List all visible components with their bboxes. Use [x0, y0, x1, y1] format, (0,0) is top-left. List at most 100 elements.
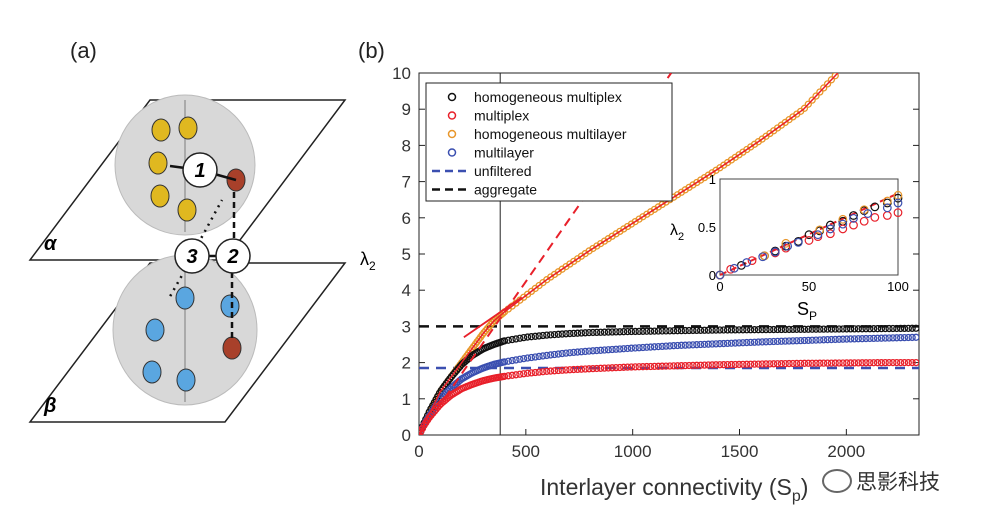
data-point — [504, 372, 512, 380]
data-point — [600, 346, 609, 354]
data-point — [904, 358, 912, 367]
inset-data-point — [813, 230, 823, 240]
data-point — [577, 365, 586, 373]
data-point — [704, 340, 712, 348]
yellow-regions — [148, 116, 198, 222]
data-point — [862, 325, 870, 333]
data-point — [539, 352, 547, 360]
inset-data-point — [729, 263, 739, 273]
data-point — [650, 362, 659, 371]
data-point — [700, 361, 709, 369]
data-point — [877, 324, 886, 333]
data-point — [885, 334, 893, 342]
data-point — [585, 365, 593, 373]
data-point — [604, 364, 612, 372]
data-point — [904, 324, 912, 332]
inset-y-tick-label: 0.5 — [698, 220, 716, 235]
data-point — [820, 359, 828, 367]
data-point — [870, 334, 878, 343]
data-point — [743, 338, 751, 347]
data-point — [766, 360, 774, 368]
data-point — [673, 362, 682, 370]
data-point — [685, 341, 693, 349]
inset-y-label: λ2 — [670, 222, 684, 243]
data-point — [723, 360, 732, 369]
data-point — [693, 326, 701, 335]
data-point — [650, 343, 659, 351]
data-point — [696, 361, 705, 369]
data-point — [870, 325, 878, 333]
data-point — [804, 325, 812, 333]
data-point — [762, 325, 770, 334]
inset-y-tick-label: 1 — [709, 172, 716, 187]
data-point — [689, 341, 697, 349]
data-point — [735, 339, 743, 347]
data-point — [643, 343, 651, 351]
data-point — [770, 360, 778, 368]
data-point — [785, 359, 793, 368]
data-point — [516, 370, 524, 378]
data-point — [827, 325, 836, 333]
data-point — [639, 327, 647, 335]
data-point — [600, 328, 609, 336]
legend-marker — [447, 92, 457, 102]
data-point — [623, 327, 632, 336]
data-point — [708, 361, 716, 369]
data-point — [627, 344, 636, 352]
data-point — [504, 357, 512, 365]
data-point — [758, 360, 766, 368]
node-2: 2 — [215, 238, 251, 274]
data-point — [581, 365, 589, 373]
data-point — [827, 76, 836, 84]
data-point — [500, 337, 509, 345]
data-point — [550, 367, 559, 375]
data-point — [646, 362, 655, 371]
data-point — [670, 342, 678, 350]
data-point — [600, 364, 609, 372]
inset-data-point — [859, 216, 869, 226]
data-point — [816, 88, 824, 96]
data-point — [785, 337, 793, 345]
data-point — [896, 324, 905, 333]
inset-data-point — [804, 236, 814, 245]
data-point — [631, 363, 639, 371]
data-point — [508, 356, 516, 365]
data-point — [712, 326, 720, 334]
data-point — [693, 361, 701, 369]
inset-x-label: SP — [797, 299, 817, 323]
inset-data-point — [893, 198, 903, 208]
data-point — [862, 359, 870, 367]
data-point — [681, 361, 689, 370]
data-point — [670, 362, 678, 370]
data-point — [604, 328, 612, 336]
data-point — [743, 360, 751, 368]
data-point — [720, 326, 728, 334]
data-point — [881, 334, 889, 342]
data-point — [581, 347, 589, 356]
data-point — [666, 342, 674, 350]
inset-data-point — [838, 214, 848, 224]
data-point — [523, 369, 532, 377]
data-point — [593, 364, 601, 373]
data-point — [854, 359, 862, 367]
data-point — [739, 360, 747, 369]
data-point — [681, 341, 689, 349]
data-point — [831, 325, 839, 333]
data-point — [835, 359, 843, 367]
data-point — [808, 325, 816, 333]
data-point — [846, 325, 855, 333]
data-point — [685, 326, 693, 335]
data-point — [554, 350, 562, 358]
data-point — [781, 359, 789, 368]
data-point — [858, 325, 866, 333]
data-point — [746, 360, 755, 368]
data-point — [804, 359, 812, 367]
legend-label: multiplex — [474, 108, 529, 124]
multilayer-brain-diagram: 1 2 3 α β — [28, 94, 347, 423]
inset-data-point — [893, 193, 903, 203]
data-point — [785, 325, 793, 334]
data-point — [885, 324, 893, 333]
data-point — [612, 328, 620, 336]
y-axis-label: λ2 — [360, 249, 376, 273]
data-point — [593, 346, 601, 355]
